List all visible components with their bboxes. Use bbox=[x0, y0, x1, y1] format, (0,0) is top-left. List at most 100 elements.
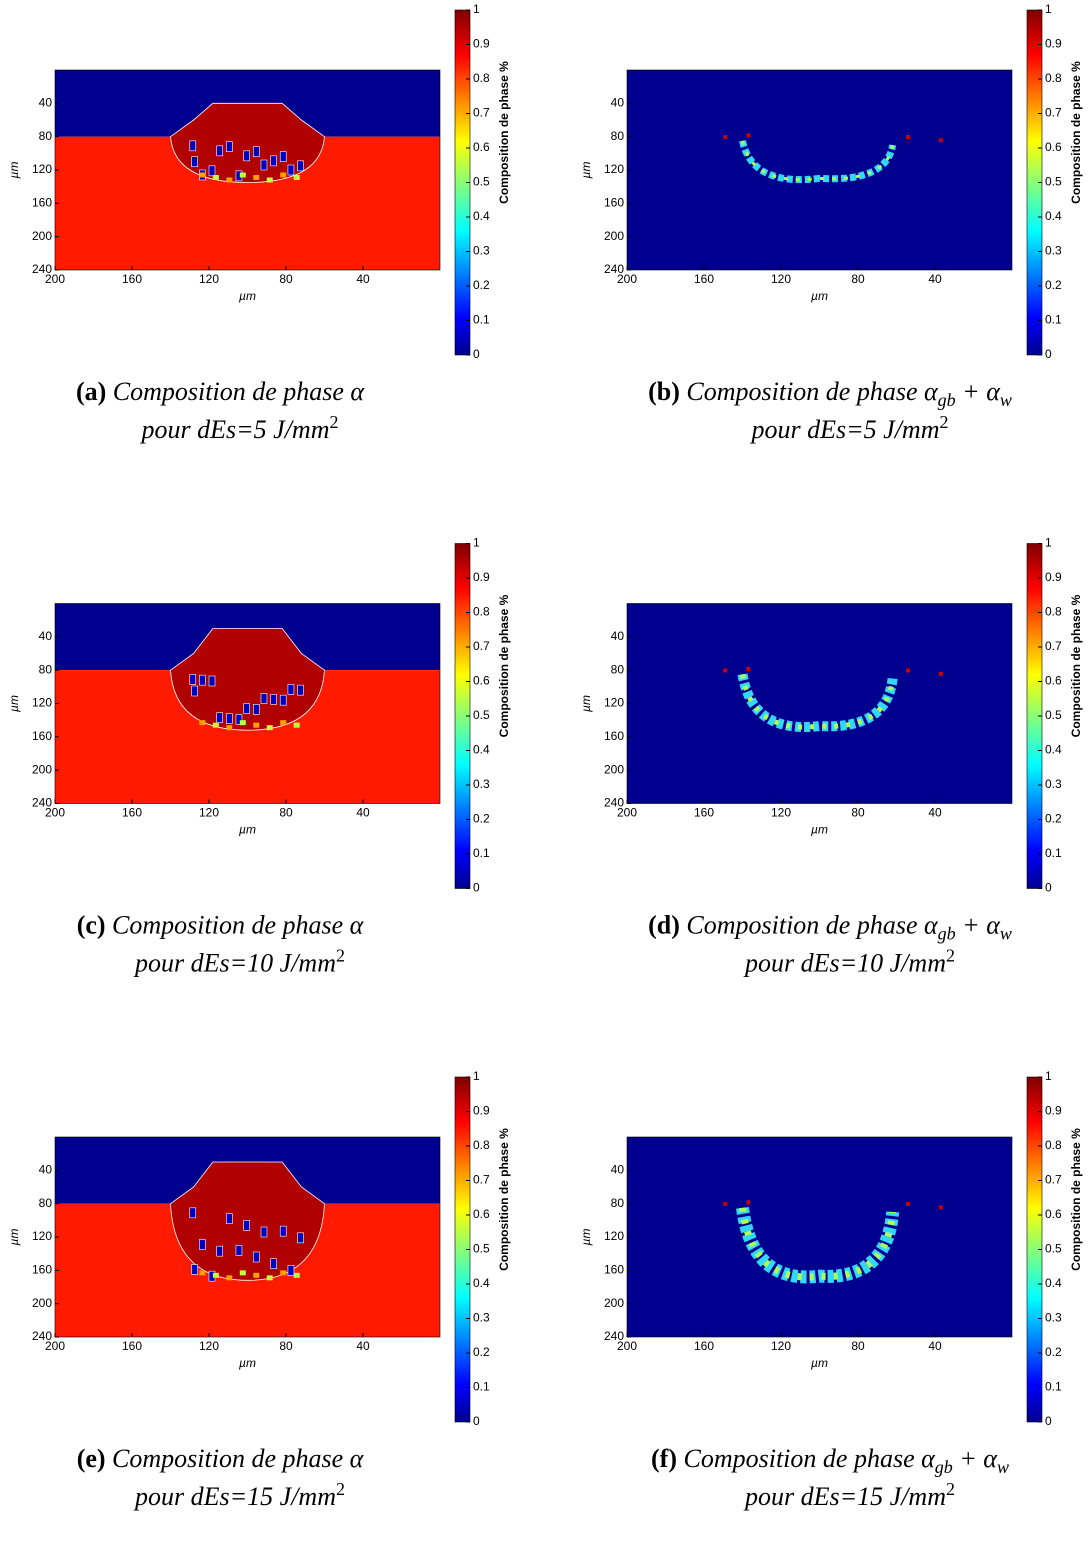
caption-sub: w bbox=[997, 1457, 1009, 1477]
speck bbox=[212, 175, 219, 180]
caption-sup: 2 bbox=[946, 1479, 955, 1499]
y-tick-label: 200 bbox=[604, 1296, 624, 1310]
y-tick-label: 40 bbox=[39, 629, 53, 643]
caption: (b) Composition de phase αgb + αw bbox=[648, 377, 1012, 410]
colorbar-tick-label: 0.9 bbox=[1045, 1104, 1062, 1118]
caption-line2: pour dEs=5 J/mm2 bbox=[140, 412, 339, 444]
speck bbox=[279, 151, 287, 162]
caption-sub: w bbox=[1000, 390, 1012, 410]
colorbar-tick-label: 0.8 bbox=[473, 1138, 490, 1152]
colorbar-tick-label: 0.9 bbox=[1045, 37, 1062, 51]
caption-label: (e) bbox=[77, 1444, 106, 1473]
y-tick-label: 200 bbox=[32, 1296, 52, 1310]
panel: 200 160 120 80 404080120160200240µmµm00.10.2… bbox=[579, 2, 1083, 444]
colorbar-tick-label: 0.2 bbox=[473, 278, 490, 292]
y-tick-label: 120 bbox=[32, 696, 52, 710]
speck bbox=[260, 159, 268, 171]
speck bbox=[239, 1270, 246, 1276]
panel: 200 160 120 80 404080120160200240µmµm00.10.2… bbox=[579, 1069, 1083, 1511]
heatmap-image bbox=[627, 603, 1012, 804]
x-tick-label: 120 bbox=[199, 1339, 219, 1353]
caption-text: pour dEs=15 J/mm bbox=[133, 1482, 336, 1511]
x-tick-label: 120 bbox=[771, 806, 791, 820]
speck bbox=[906, 1202, 911, 1206]
colorbar-tick-label: 0.6 bbox=[1045, 674, 1062, 688]
colorbar-tick-label: 0.7 bbox=[473, 1173, 490, 1187]
speck bbox=[191, 685, 198, 697]
x-tick-label: 80 bbox=[279, 272, 293, 286]
speck bbox=[252, 146, 260, 157]
x-tick-label: 80 bbox=[851, 272, 865, 286]
caption-text: + α bbox=[956, 377, 1002, 406]
x-tick-label: 40 bbox=[928, 1339, 942, 1353]
heatmap-image bbox=[55, 70, 440, 270]
caption-line2: pour dEs=15 J/mm2 bbox=[743, 1479, 955, 1511]
colorbar-tick-label: 0.4 bbox=[473, 743, 490, 757]
y-tick-label: 160 bbox=[604, 1263, 624, 1277]
speck bbox=[723, 135, 728, 139]
speck bbox=[280, 1270, 287, 1276]
x-tick-label: 200 bbox=[617, 272, 637, 286]
speck bbox=[212, 722, 219, 728]
y-axis-label: µm bbox=[7, 695, 21, 712]
caption-line2: pour dEs=10 J/mm2 bbox=[743, 946, 955, 978]
x-tick-label: 120 bbox=[771, 1339, 791, 1353]
y-tick-label: 240 bbox=[32, 796, 52, 810]
colorbar-tick-label: 0.6 bbox=[473, 674, 490, 688]
caption-text: Composition de phase α bbox=[113, 377, 366, 406]
speck bbox=[226, 713, 233, 724]
colorbar-tick-label: 0.9 bbox=[1045, 570, 1062, 584]
y-tick-label: 40 bbox=[611, 629, 625, 643]
x-tick-label: 160 bbox=[694, 1339, 714, 1353]
speck bbox=[208, 165, 216, 177]
x-tick-label: 80 bbox=[279, 806, 293, 820]
region bbox=[627, 1137, 1012, 1337]
speck bbox=[243, 703, 250, 714]
speck bbox=[297, 684, 304, 696]
speck bbox=[199, 1270, 206, 1276]
colorbar-tick-label: 0.5 bbox=[1045, 708, 1062, 722]
colorbar-tick-label: 0.4 bbox=[1045, 1276, 1062, 1290]
colorbar-tick-label: 0.3 bbox=[473, 1311, 490, 1325]
x-axis-label: µm bbox=[811, 289, 828, 303]
caption-sup: 2 bbox=[946, 946, 955, 966]
interface bbox=[739, 139, 897, 184]
colorbar-tick-label: 0.1 bbox=[1045, 1380, 1062, 1394]
speck bbox=[266, 1275, 273, 1281]
x-tick-label: 200 bbox=[45, 272, 65, 286]
colorbar-tick-label: 0.4 bbox=[473, 1276, 490, 1290]
caption-text: Composition de phase α bbox=[112, 911, 365, 940]
speck bbox=[212, 1272, 219, 1278]
x-tick-label: 80 bbox=[851, 1339, 865, 1353]
y-tick-label: 240 bbox=[32, 1329, 52, 1343]
y-tick-label: 120 bbox=[32, 162, 52, 176]
speck bbox=[199, 172, 206, 178]
colorbar-tick-label: 0.6 bbox=[473, 1207, 490, 1221]
speck bbox=[199, 720, 206, 726]
y-axis-label: µm bbox=[7, 162, 21, 179]
y-tick-label: 120 bbox=[604, 162, 624, 176]
caption: (c) Composition de phase α bbox=[77, 911, 365, 940]
caption-sup: 2 bbox=[329, 412, 338, 432]
colorbar-tick-label: 0.3 bbox=[1045, 1311, 1062, 1325]
colorbar-tick-label: 0.4 bbox=[473, 209, 490, 223]
x-tick-label: 40 bbox=[928, 806, 942, 820]
colorbar-tick-label: 0.5 bbox=[473, 708, 490, 722]
caption: (f) Composition de phase αgb + αw bbox=[651, 1444, 1009, 1477]
colorbar-tick-label: 0 bbox=[473, 881, 480, 895]
speck bbox=[270, 694, 277, 705]
colorbar-tick-label: 0.8 bbox=[473, 605, 490, 619]
caption: (a) Composition de phase α bbox=[76, 377, 365, 406]
colorbar-tick-label: 0.6 bbox=[1045, 140, 1062, 154]
colorbar-tick-label: 0.9 bbox=[473, 1104, 490, 1118]
speck bbox=[906, 135, 911, 139]
y-tick-label: 80 bbox=[611, 662, 625, 676]
y-tick-label: 80 bbox=[611, 129, 625, 143]
colorbar-tick-label: 0.1 bbox=[473, 313, 490, 327]
caption-text: Composition de phase α bbox=[686, 911, 939, 940]
colorbar-tick-label: 0.6 bbox=[473, 140, 490, 154]
caption-text: pour dEs=15 J/mm bbox=[743, 1482, 946, 1511]
speck bbox=[199, 1239, 206, 1250]
colorbar-tick-label: 0 bbox=[473, 347, 480, 361]
speck bbox=[235, 714, 243, 725]
